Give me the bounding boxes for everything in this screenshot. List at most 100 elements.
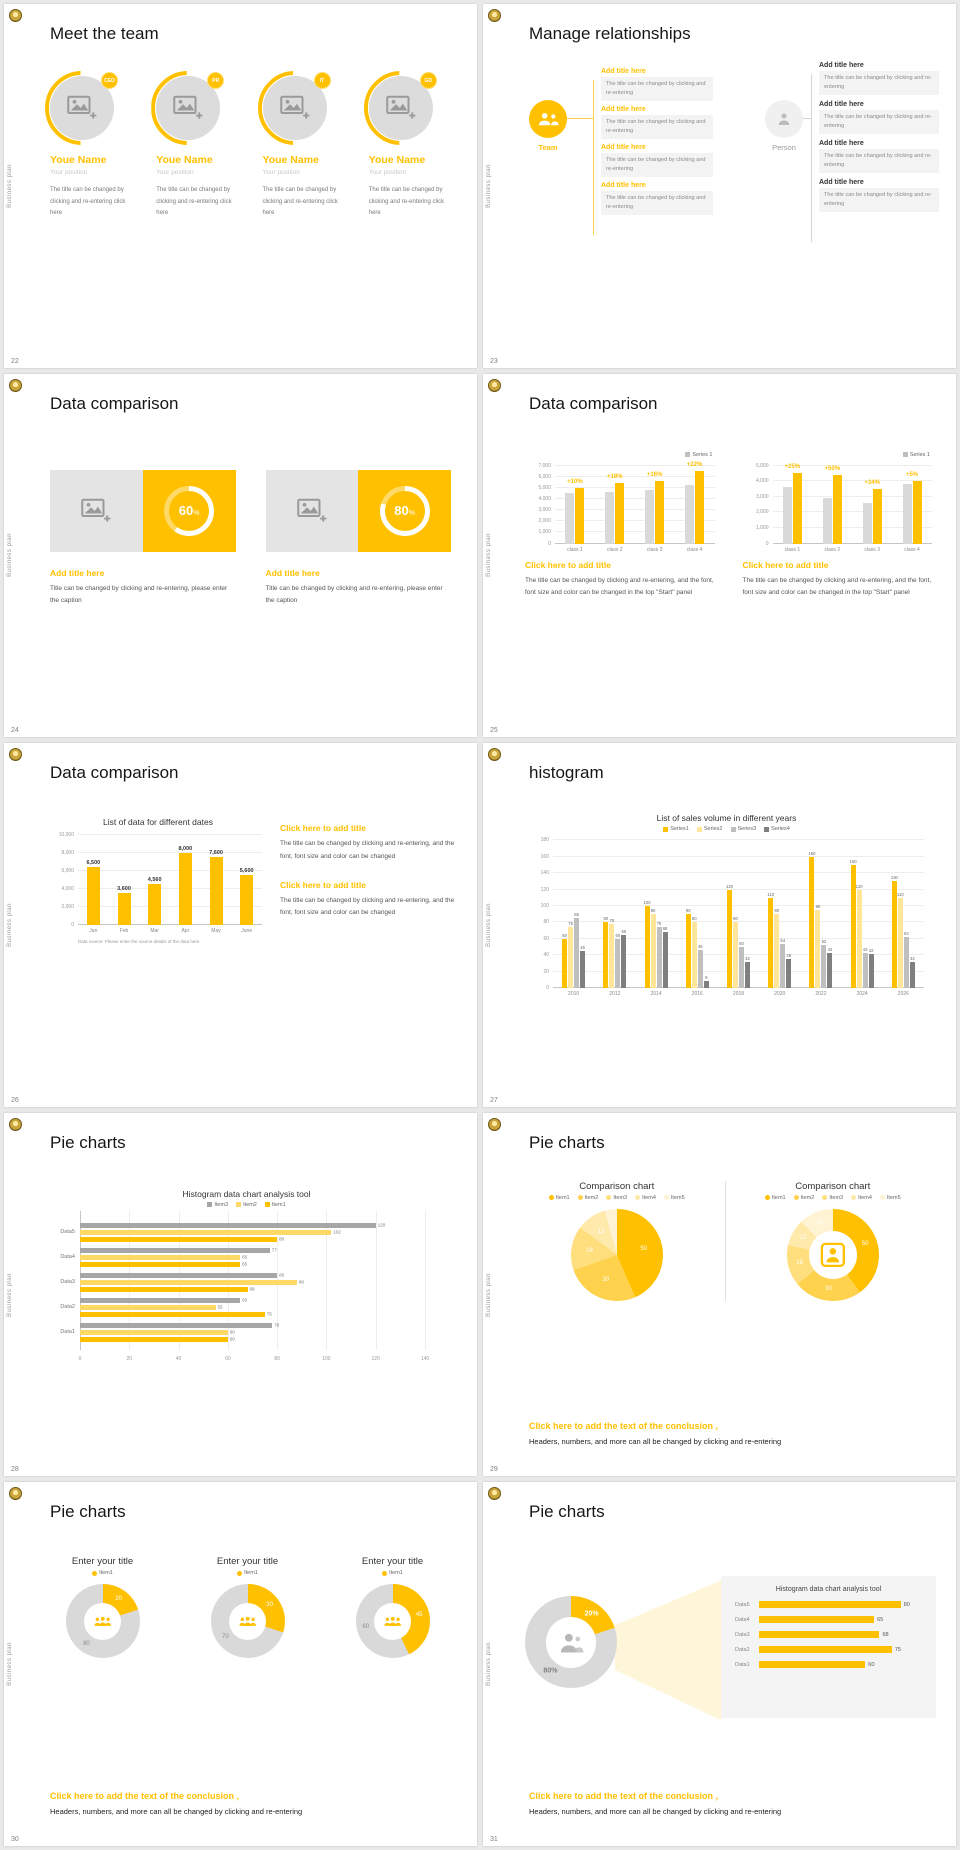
slide-24-data-comparison[interactable]: Business plan Data comparison 60% Add ti… (4, 373, 477, 738)
path (408, 112, 416, 119)
page-number: 26 (11, 1096, 19, 1104)
block-description: The title can be changed by clicking and… (280, 840, 455, 860)
bar: 75 (568, 921, 574, 989)
pie-label: 30 (825, 1285, 832, 1292)
conclusion: Click here to add the text of the conclu… (529, 1421, 936, 1446)
hval: 60 (229, 1336, 235, 1342)
page-number: 30 (11, 1836, 19, 1843)
slide-22-meet-the-team[interactable]: Business plan Meet the team CEO Youe Nam… (4, 4, 477, 368)
card-visual: 80% (265, 469, 451, 552)
sidebar-vertical-text: Business plan (486, 1642, 492, 1687)
member-name: Youe Name (368, 154, 426, 166)
hrow: 77 (80, 1247, 425, 1253)
slide-30-pie-charts[interactable]: Business plan Pie charts Enter your titl… (4, 1482, 477, 1846)
xtick: 2012 (609, 991, 621, 998)
lg-marker (237, 1570, 243, 1576)
chart-title: Histogram data chart analysis tool (182, 1188, 311, 1199)
xtick: Jan (89, 928, 98, 935)
groups: +10% class 1 +18% class 2 +16% class 3 +22% cla… (555, 462, 715, 553)
hb-val: 60 (868, 1661, 875, 1668)
brand-logo-icon (488, 378, 501, 392)
block-description: The title can be changed by clicking and… (525, 576, 714, 597)
path (300, 506, 319, 514)
path (249, 1622, 256, 1626)
xtick: class 3 (864, 546, 880, 553)
bar (695, 471, 705, 544)
hcat: Data1 (60, 1329, 75, 1336)
gridline (553, 921, 924, 923)
lg-item: Item3 (606, 1195, 627, 1201)
hval: 60 (229, 1329, 235, 1335)
member-description: The title can be changed by clicking and… (262, 187, 338, 217)
analysis-panel: Histogram data chart analysis tool Data5 8… (721, 1576, 936, 1719)
item-description: The title can be changed by clicking and… (601, 114, 713, 139)
item-description: The title can be changed by clicking and… (819, 109, 939, 134)
hb-val: 75 (894, 1646, 901, 1653)
bar: 60 (562, 933, 568, 989)
comparison-pie-chart: Comparison chart Item1 Item2 Item3 Item4 Item… (509, 1181, 725, 1301)
gridline (78, 924, 262, 926)
hxtick: 0 (78, 1355, 82, 1362)
role-badge: IT (313, 72, 331, 89)
member-name: Youe Name (50, 154, 107, 166)
group: 130 110 62 32 2026 (883, 840, 924, 997)
page-number: 23 (490, 357, 498, 365)
slide-28-pie-charts[interactable]: Business plan Pie charts Histogram data … (4, 1112, 477, 1477)
g (561, 1633, 584, 1653)
bars: +50% (812, 466, 852, 544)
bar-val: 32 (745, 955, 750, 961)
brand-logo-icon (488, 1487, 501, 1501)
bar-val: 75 (568, 920, 573, 926)
path (550, 121, 559, 126)
brand-logo-icon (488, 748, 501, 762)
xtick: Feb (119, 928, 129, 935)
slide-23-manage-relationships[interactable]: Business plan Manage relationships Team … (483, 4, 956, 368)
slide-29-pie-charts[interactable]: Business plan Pie charts Comparison char… (483, 1112, 956, 1477)
bar-val: 45 (580, 945, 585, 951)
lg-text: Item1 (389, 1570, 403, 1577)
ytick: 40 (543, 952, 549, 959)
bar: 95 (815, 904, 821, 989)
lg-item: Item1 (764, 1195, 786, 1201)
bar: 50 (738, 941, 744, 989)
pie-chart-halves: Comparison chart Item1 Item2 Item3 Item4 Item… (509, 1180, 940, 1301)
avatar-circle (368, 76, 433, 140)
sidebar-vertical-text: Business plan (7, 1272, 13, 1317)
hrow: 65 (80, 1254, 425, 1260)
group: 160 95 52 43 2022 (800, 840, 841, 997)
bar (912, 481, 922, 544)
lg-marker (793, 1195, 799, 1201)
ytick: 4,000 (61, 886, 74, 893)
g (384, 1616, 401, 1626)
bar: 80 (603, 916, 609, 989)
path (70, 103, 89, 111)
member-description: The title can be changed by clicking and… (50, 187, 126, 217)
chart-legend: Item1 Item2 Item3 Item4 Item5 (736, 1195, 931, 1201)
path (320, 514, 327, 522)
xtick: June (241, 928, 253, 935)
path (85, 506, 103, 514)
hxtick: 140 (420, 1355, 430, 1362)
svg (94, 1616, 111, 1626)
bar-val: 46 (697, 944, 703, 950)
hb-bar (759, 1616, 875, 1624)
slide-25-data-comparison[interactable]: Business plan Data comparison Series 1 0 1… (483, 373, 956, 738)
bars: 110 90 54 36 (759, 840, 800, 989)
ytick: 0 (548, 540, 551, 547)
ring-text: 60 (178, 503, 194, 519)
ytick: 5,000 (538, 484, 551, 491)
bar-val: 43 (827, 946, 833, 952)
slide-27-histogram[interactable]: Business plan histogram List of sales vo… (483, 743, 956, 1107)
card-description: Title can be changed by clicking and re-… (50, 584, 228, 605)
image-placeholder (265, 469, 359, 552)
bar (822, 498, 832, 544)
pie (65, 1584, 140, 1659)
circle (251, 1617, 255, 1621)
gridline (553, 937, 924, 939)
bar-val: 120 (855, 883, 863, 889)
group: 60 75 85 45 2010 (553, 840, 594, 997)
pie-label: 60 (362, 1624, 370, 1631)
slide-26-data-comparison[interactable]: Business plan Data comparison List of da… (4, 743, 477, 1107)
slide-31-pie-charts[interactable]: Business plan Pie charts 20% 80% Histogra… (483, 1482, 956, 1846)
image-placeholder-icon (279, 95, 309, 119)
